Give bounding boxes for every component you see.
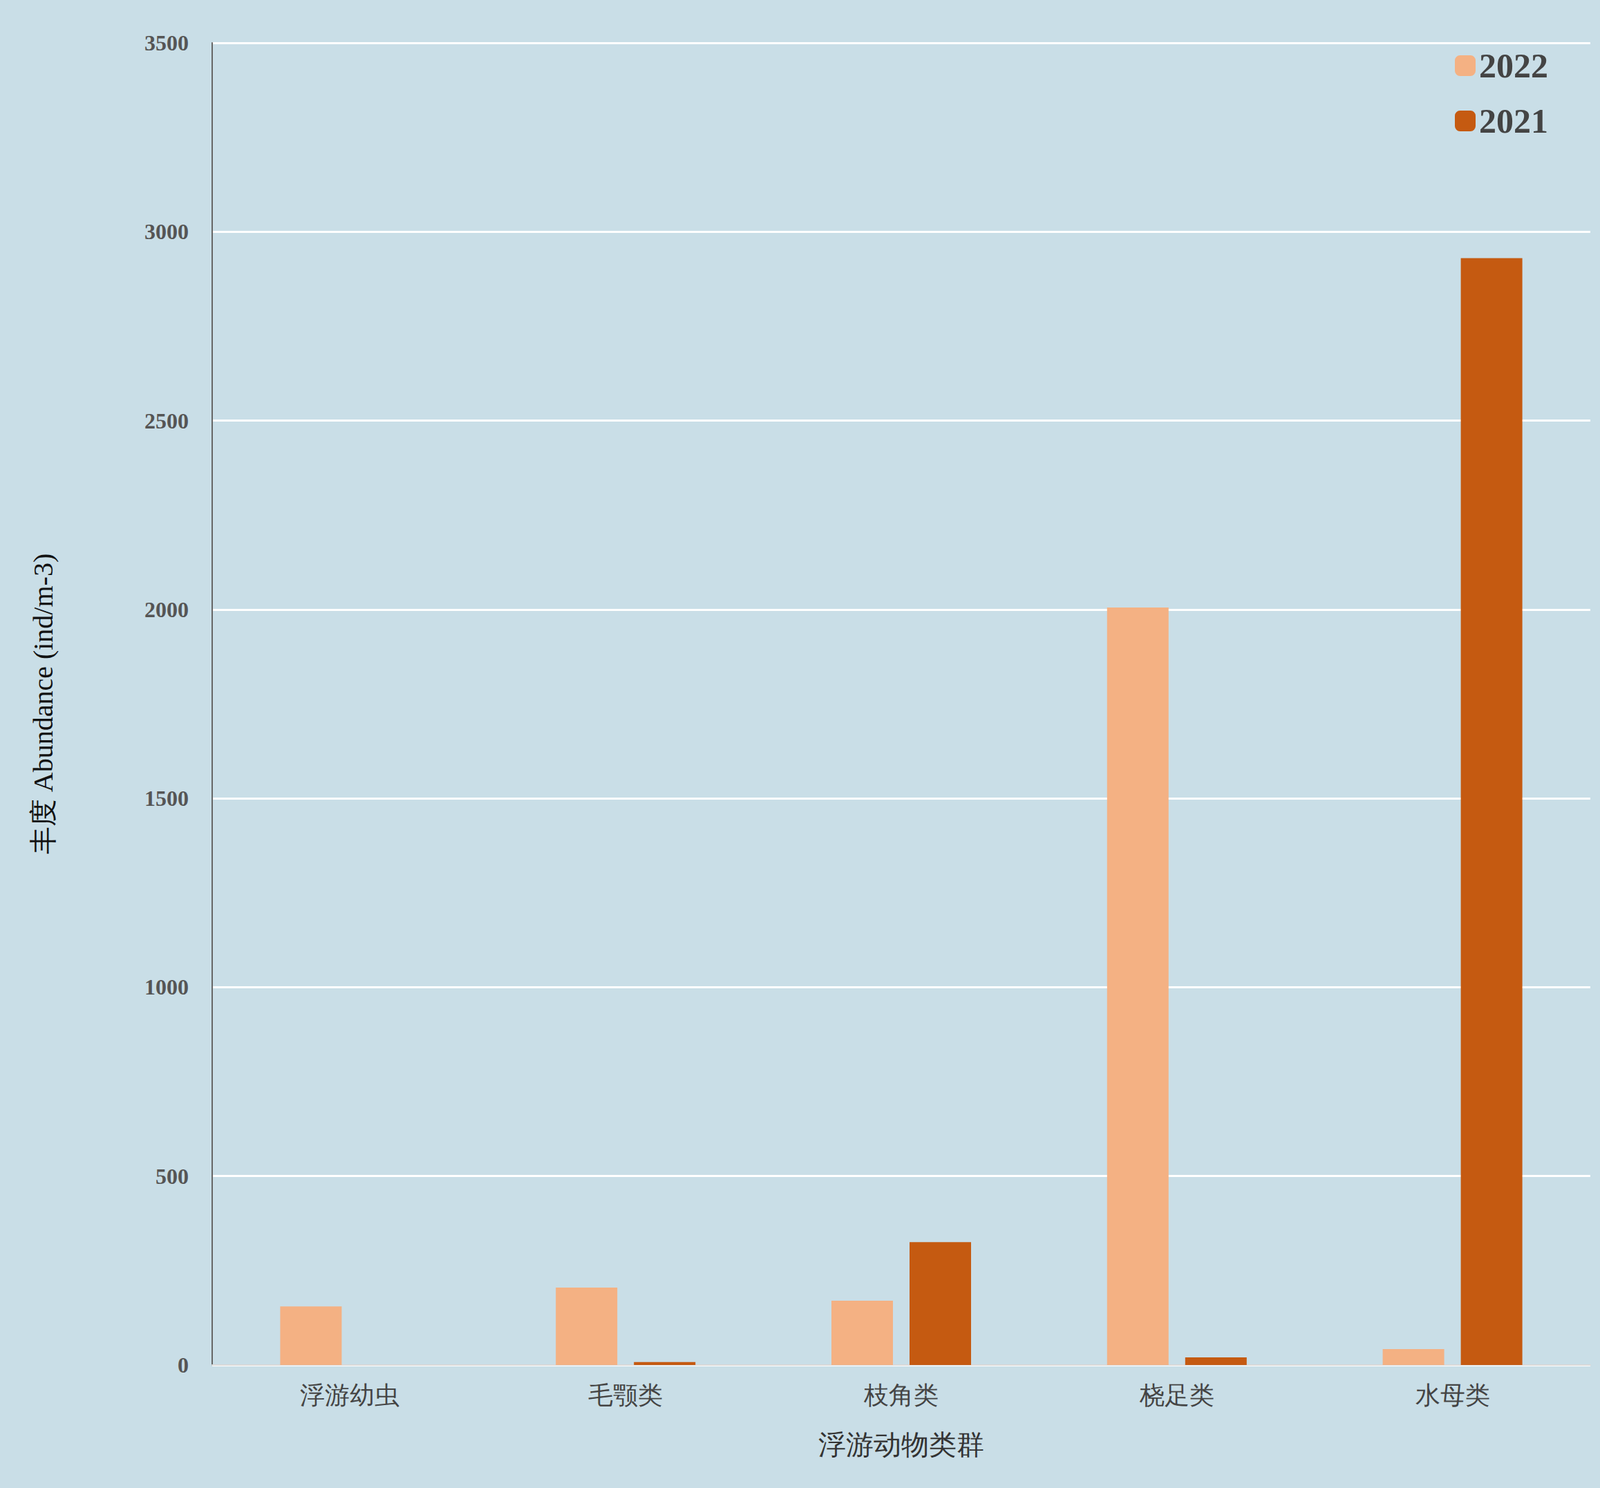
svg-text:浮游幼虫: 浮游幼虫 [299,1381,400,1410]
svg-text:1500: 1500 [144,785,189,811]
svg-text:2000: 2000 [144,597,189,623]
svg-text:0: 0 [177,1352,189,1378]
svg-text:浮游动物类群: 浮游动物类群 [818,1429,985,1461]
svg-text:水母类: 水母类 [1415,1381,1491,1410]
svg-text:2500: 2500 [144,408,189,434]
svg-text:丰度 Abundance (ind/m-3): 丰度 Abundance (ind/m-3) [27,553,59,855]
svg-text:1000: 1000 [144,974,189,1000]
svg-text:2021: 2021 [1479,101,1549,141]
svg-text:枝角类: 枝角类 [863,1381,939,1410]
svg-text:2022: 2022 [1479,46,1549,86]
svg-text:3000: 3000 [144,219,189,244]
svg-text:毛颚类: 毛颚类 [588,1381,663,1410]
svg-text:3500: 3500 [144,30,189,56]
svg-text:桡足类: 桡足类 [1139,1381,1215,1410]
svg-text:500: 500 [155,1163,189,1189]
